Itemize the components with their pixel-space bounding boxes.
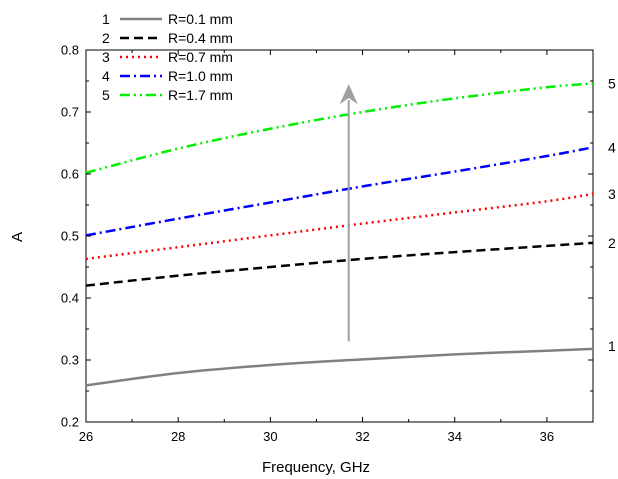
y-tick-label: 0.5	[61, 229, 79, 244]
y-tick-label: 0.7	[61, 105, 79, 120]
legend-label-4: R=1.0 mm	[168, 68, 233, 84]
series-line-5	[85, 82, 594, 174]
axis-ticks: 26 28 30 32 34 360.20.30.40.50.60.70.8	[61, 43, 594, 444]
x-tick-label: 36	[540, 429, 554, 444]
legend: 1 R=0.1 mm 2 R=0.4 mm 3 R=0.7 mm 4 R=1.0 mm 5 R=1…	[102, 11, 233, 103]
y-tick-label: 0.4	[61, 291, 79, 306]
legend-label-2: R=0.4 mm	[168, 30, 233, 46]
y-tick-label: 0.3	[61, 353, 79, 368]
arrow-head	[339, 84, 358, 105]
plot-border	[85, 49, 594, 423]
x-tick-label: 28	[171, 429, 185, 444]
series-line-2	[85, 241, 594, 287]
y-axis-title: A	[9, 232, 26, 242]
plot-frame	[85, 49, 594, 423]
x-tick-label: 30	[263, 429, 277, 444]
curve-number-labels: 1 2 3 4 5	[608, 75, 616, 353]
x-axis-title: Frequency, GHz	[262, 459, 370, 476]
curve-label-2: 2	[608, 235, 616, 251]
y-tick-label: 0.6	[61, 167, 79, 182]
legend-number-4: 4	[102, 68, 110, 84]
curve-label-4: 4	[608, 139, 616, 155]
y-tick-label: 0.2	[61, 415, 79, 430]
legend-label-1: R=0.1 mm	[168, 11, 233, 27]
series-line-3	[85, 192, 594, 261]
curves	[85, 82, 594, 387]
curve-label-5: 5	[608, 75, 616, 91]
legend-label-3: R=0.7 mm	[168, 49, 233, 65]
x-tick-label: 34	[447, 429, 461, 444]
increase-arrow	[339, 84, 358, 342]
series-line-1	[85, 347, 594, 387]
series-line-4	[85, 146, 594, 237]
x-tick-label: 26	[79, 429, 93, 444]
legend-number-5: 5	[102, 87, 110, 103]
legend-number-1: 1	[102, 11, 110, 27]
y-tick-label: 0.8	[61, 43, 79, 58]
curve-label-1: 1	[608, 338, 616, 354]
x-tick-label: 32	[355, 429, 369, 444]
legend-label-5: R=1.7 mm	[168, 87, 233, 103]
curve-label-3: 3	[608, 186, 616, 202]
legend-number-2: 2	[102, 30, 110, 46]
legend-number-3: 3	[102, 49, 110, 65]
